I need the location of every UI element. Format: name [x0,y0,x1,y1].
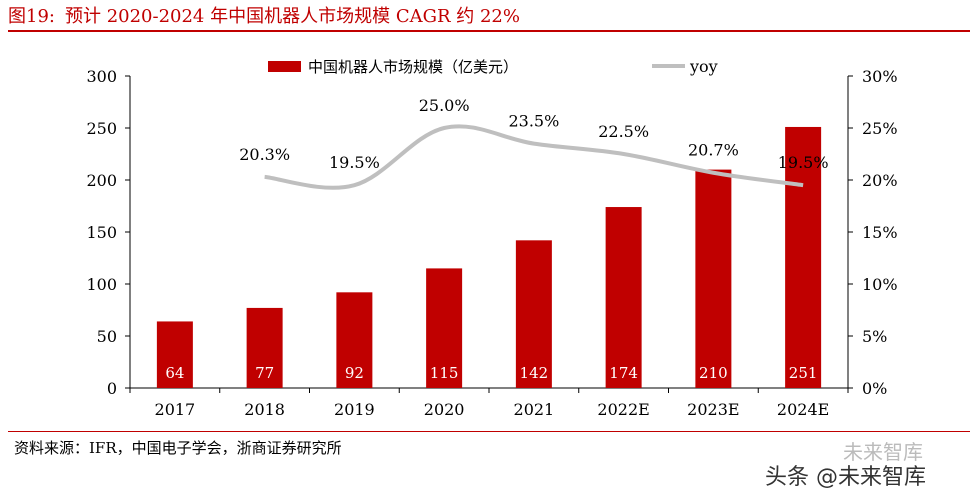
x-tick-label: 2024E [777,400,829,419]
bar-value-label: 115 [430,364,459,382]
footer-divider [8,431,970,432]
right-tick-label: 15% [862,223,898,242]
bar-value-label: 64 [165,364,184,382]
bar [605,207,642,388]
right-tick-label: 0% [862,379,887,398]
title-divider [8,30,970,32]
x-tick-label: 2017 [155,400,196,419]
right-tick-label: 20% [862,171,898,190]
yoy-value-label: 19.5% [329,153,380,172]
bar-value-label: 210 [699,364,728,382]
left-tick-label: 250 [86,119,117,138]
left-tick-label: 50 [97,327,117,346]
right-tick-label: 5% [862,327,887,346]
source-note: 资料来源：IFR，中国电子学会，浙商证券研究所 [14,439,342,457]
bar-value-label: 174 [609,364,638,382]
bar [695,169,732,388]
bar-value-label: 142 [520,364,549,382]
right-tick-label: 25% [862,119,898,138]
left-tick-label: 100 [86,275,117,294]
yoy-line [264,124,804,190]
bar [156,321,193,388]
left-tick-label: 200 [86,171,117,190]
bar-value-label: 92 [345,364,364,382]
bar [515,240,552,388]
yoy-value-label: 20.7% [688,141,739,160]
figure-label: 图19: [8,6,55,27]
yoy-value-label: 23.5% [508,112,559,131]
bar-value-label: 251 [789,364,818,382]
watermark-top: 未来智库 [843,440,923,464]
yoy-value-label: 25.0% [419,96,470,115]
yoy-value-label: 22.5% [598,122,649,141]
bar [336,292,373,388]
left-tick-label: 150 [86,223,117,242]
legend-line-label: yoy [689,57,718,76]
legend-bar-label: 中国机器人市场规模（亿美元） [308,58,518,76]
yoy-value-label: 19.5% [778,153,829,172]
bar-value-label: 77 [255,364,274,382]
figure-title-text: 预计 2020-2024 年中国机器人市场规模 CAGR 约 22% [64,6,520,27]
figure-title: 图19: 预计 2020-2024 年中国机器人市场规模 CAGR 约 22% [8,2,520,28]
bar [785,126,822,389]
right-tick-label: 30% [862,67,898,86]
left-tick-label: 0 [107,379,117,398]
x-tick-label: 2020 [424,400,465,419]
x-tick-label: 2023E [687,400,739,419]
right-tick-label: 10% [862,275,898,294]
left-tick-label: 300 [86,67,117,86]
watermark-bottom: 头条 @未来智库 [765,465,926,490]
bar [246,307,283,388]
bar [426,268,463,388]
x-tick-label: 2019 [334,400,375,419]
legend-bar-swatch [268,61,301,72]
x-tick-label: 2022E [597,400,649,419]
x-tick-label: 2018 [244,400,285,419]
yoy-value-label: 20.3% [239,145,290,164]
x-tick-label: 2021 [514,400,555,419]
